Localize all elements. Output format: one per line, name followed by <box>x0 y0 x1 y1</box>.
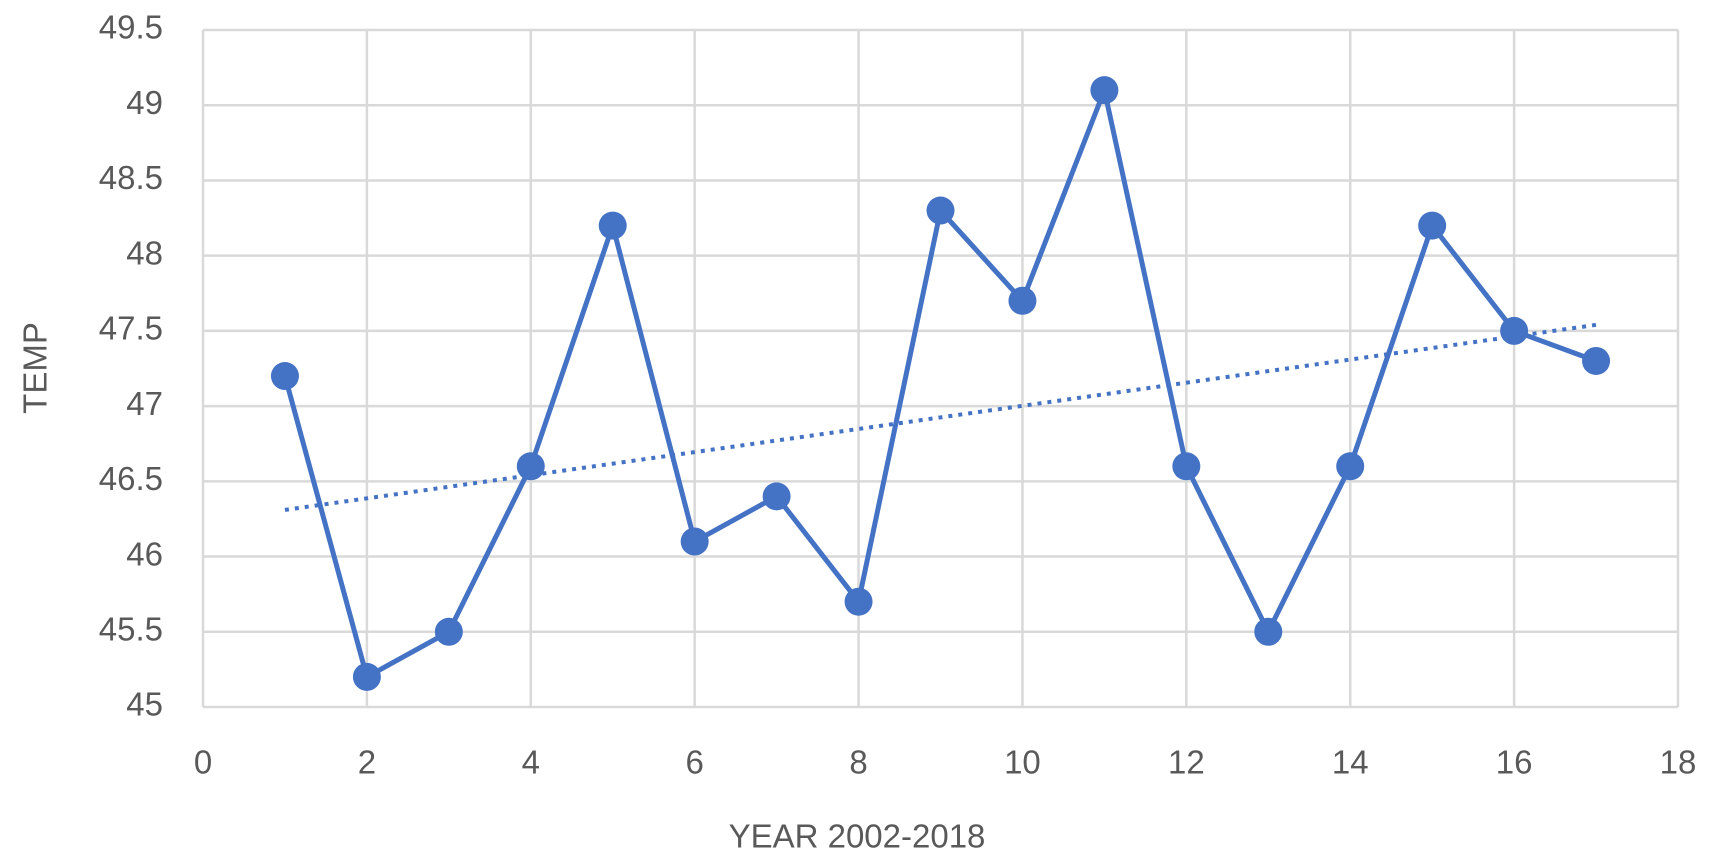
y-tick-label: 45.5 <box>99 610 163 647</box>
y-tick-label: 46 <box>126 535 163 572</box>
x-tick-label: 18 <box>1660 744 1697 781</box>
data-point <box>1254 617 1283 646</box>
x-tick-label: 6 <box>685 744 703 781</box>
data-point <box>1418 211 1447 240</box>
data-point <box>762 482 791 511</box>
data-point <box>1172 452 1201 481</box>
x-tick-label: 10 <box>1004 744 1041 781</box>
x-tick-label: 8 <box>849 744 867 781</box>
x-tick-label: 0 <box>194 744 212 781</box>
data-line <box>282 87 1597 680</box>
data-point <box>352 662 381 691</box>
x-tick-label: 14 <box>1332 744 1369 781</box>
data-point <box>598 211 627 240</box>
y-tick-label: 47 <box>126 385 163 422</box>
data-point <box>1582 346 1611 375</box>
data-point <box>1090 76 1119 105</box>
data-point <box>844 587 873 616</box>
trendline <box>284 322 1597 512</box>
y-axis-label: TEMP <box>17 322 54 414</box>
y-tick-label: 45 <box>126 686 163 723</box>
data-point <box>1008 286 1037 315</box>
x-axis-label: YEAR 2002-2018 <box>729 818 986 855</box>
data-point <box>680 527 709 556</box>
x-tick-label: 12 <box>1168 744 1205 781</box>
data-point <box>434 617 463 646</box>
data-point <box>516 452 545 481</box>
data-point <box>926 196 955 225</box>
y-tick-label: 48.5 <box>99 159 163 196</box>
y-tick-label: 49 <box>126 84 163 121</box>
y-tick-label: 48 <box>126 234 163 271</box>
y-tick-label: 49.5 <box>99 9 163 46</box>
data-point <box>270 362 299 391</box>
data-point <box>1500 316 1529 345</box>
data-point <box>1336 452 1365 481</box>
y-tick-label: 47.5 <box>99 310 163 347</box>
x-tick-label: 16 <box>1496 744 1533 781</box>
x-tick-label: 2 <box>358 744 376 781</box>
y-tick-label: 46.5 <box>99 460 163 497</box>
x-tick-label: 4 <box>522 744 540 781</box>
